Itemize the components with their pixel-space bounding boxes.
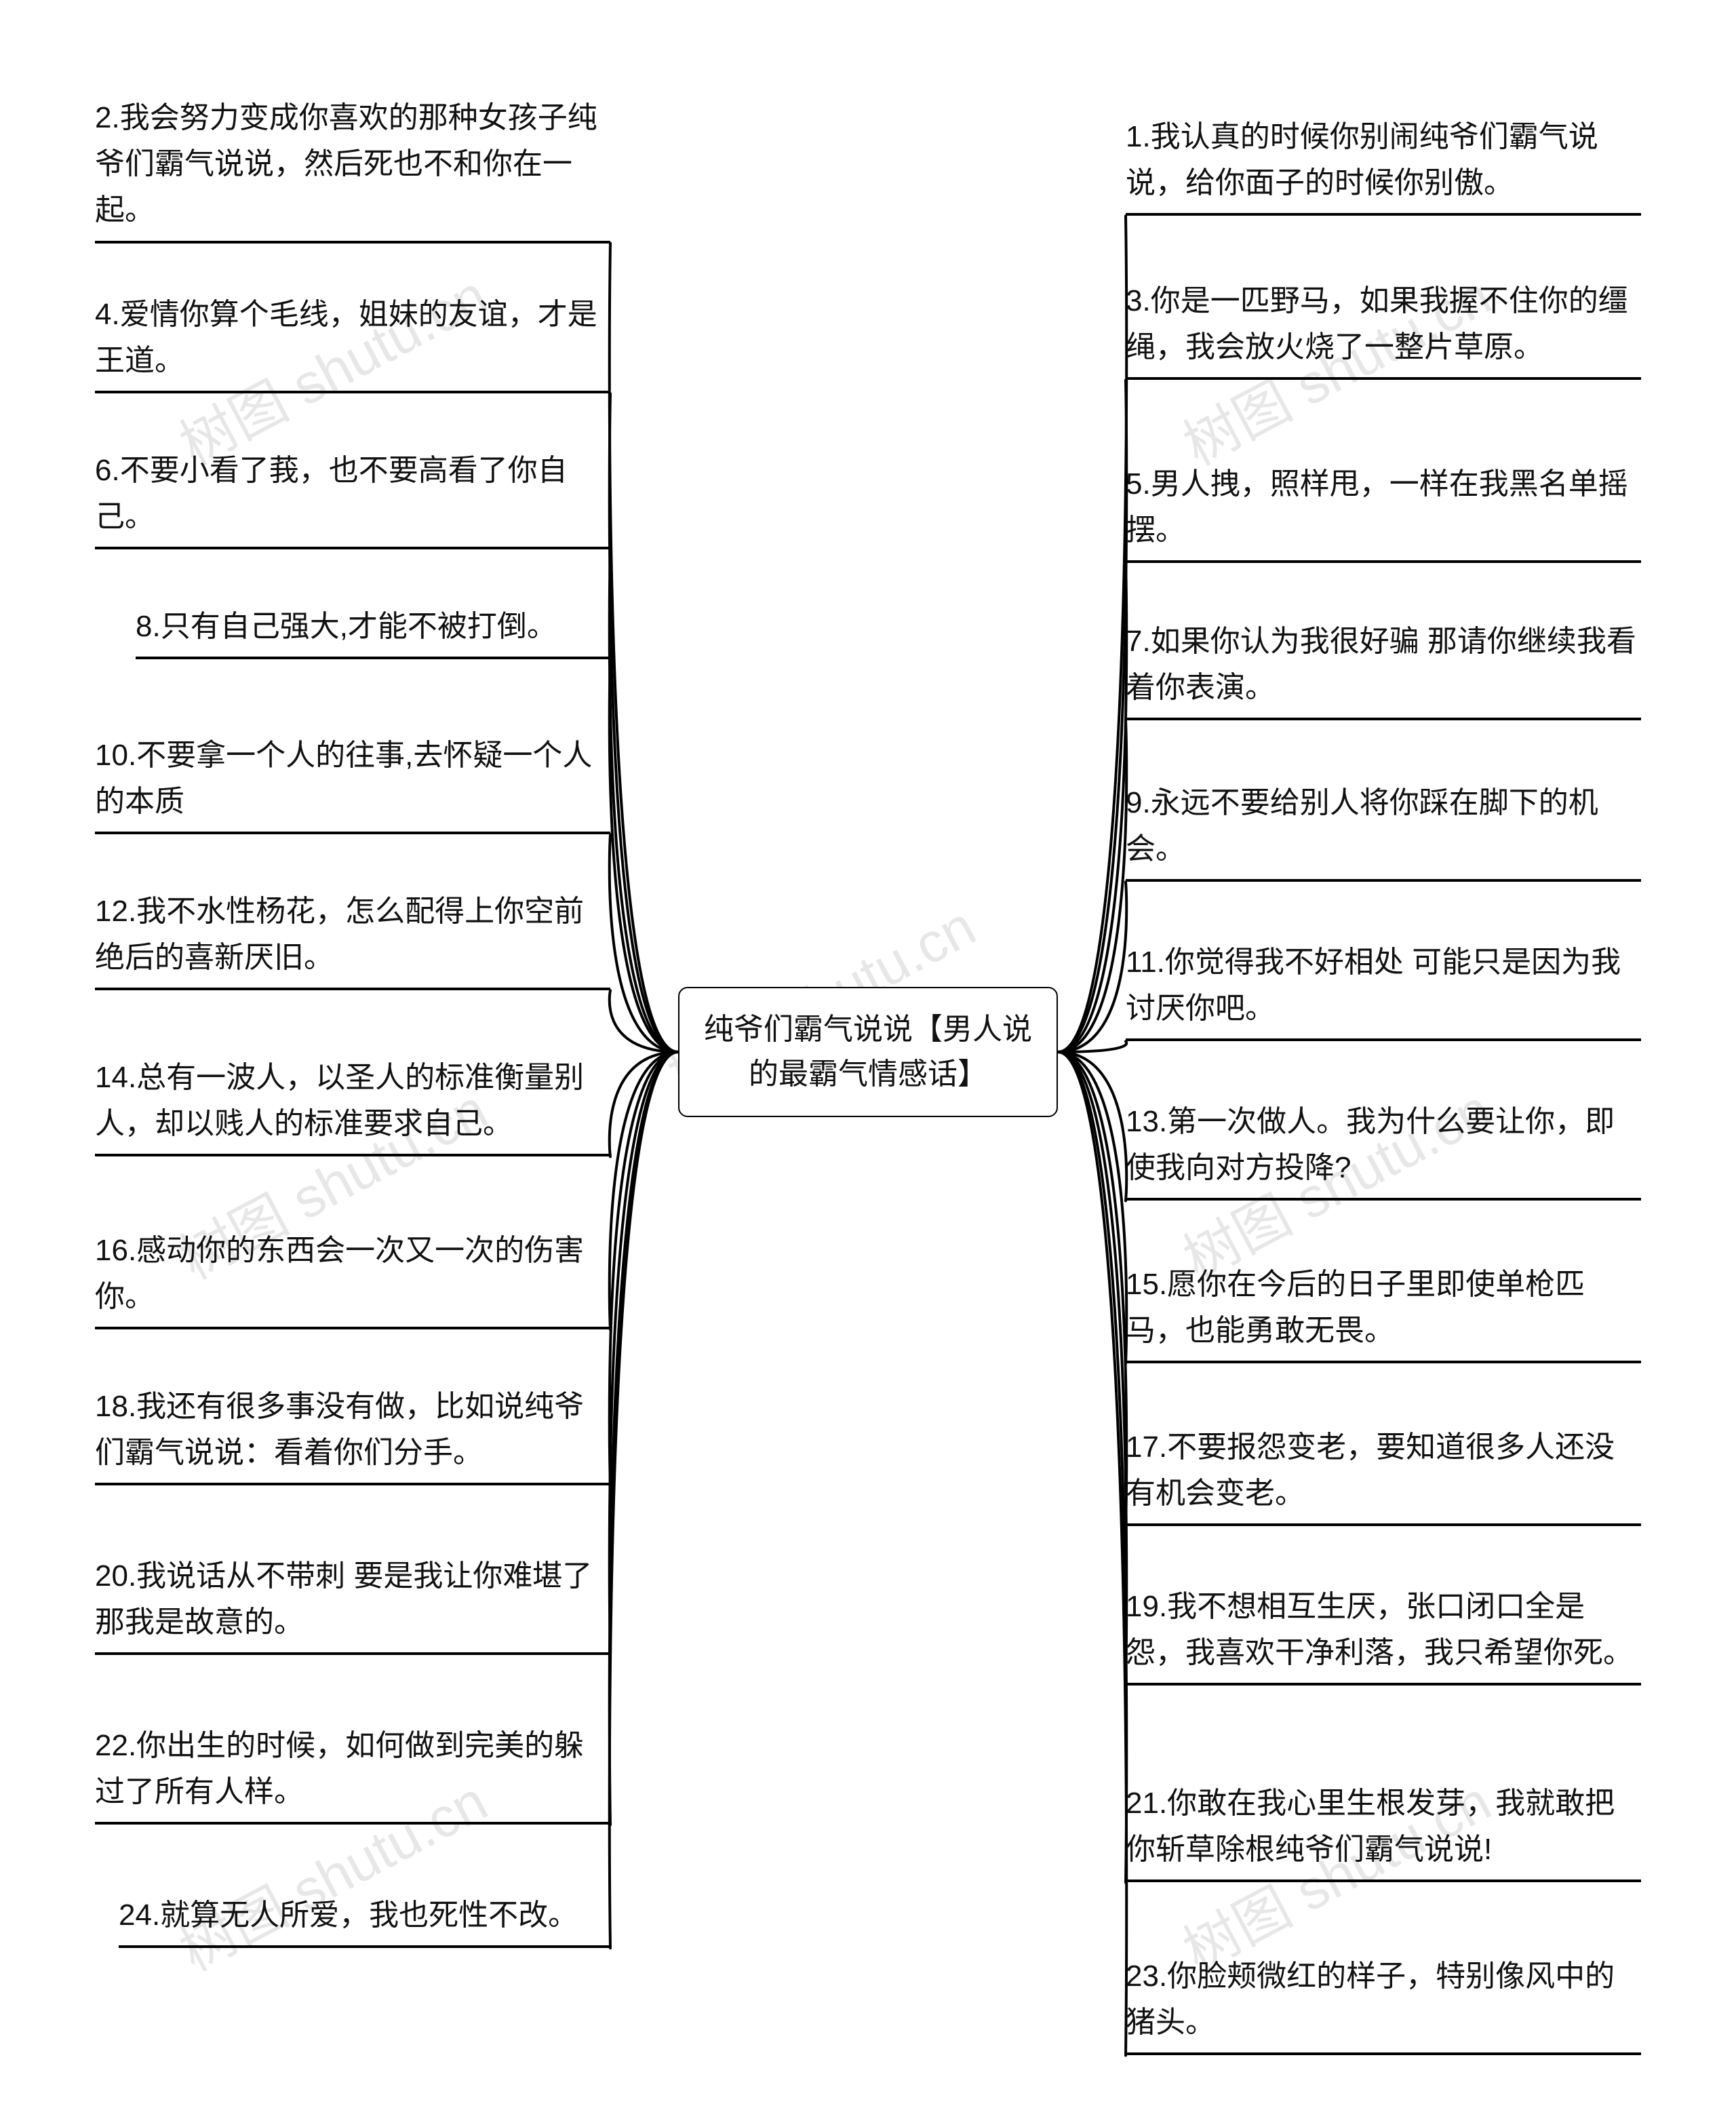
- right-branch-6: 13.第一次做人。我为什么要让你，即使我向对方投降?: [1126, 1099, 1641, 1201]
- right-branch-10: 21.你敢在我心里生根发芽，我就敢把你斩草除根纯爷们霸气说说!: [1126, 1780, 1641, 1882]
- left-branch-0: 2.我会努力变成你喜欢的那种女孩子纯爷们霸气说说，然后死也不和你在一起。: [95, 95, 610, 243]
- left-branch-1: 4.爱情你算个毛线，姐妹的友谊，才是王道。: [95, 292, 610, 393]
- right-branch-8: 17.不要报怨变老，要知道很多人还没有机会变老。: [1126, 1424, 1641, 1526]
- center-topic: 纯爷们霸气说说【男人说的最霸气情感话】: [678, 987, 1058, 1117]
- right-branch-1: 3.你是一匹野马，如果我握不住你的缰绳，我会放火烧了一整片草原。: [1126, 278, 1641, 380]
- mindmap-canvas: 树图 shutu.cn树图 shutu.cn树图 shutu.cn树图 shut…: [0, 0, 1736, 2104]
- right-branch-7: 15.愿你在今后的日子里即使单枪匹马，也能勇敢无畏。: [1126, 1262, 1641, 1363]
- left-branch-2: 6.不要小看了莪，也不要高看了你自己。: [95, 448, 610, 549]
- left-branch-4: 10.不要拿一个人的往事,去怀疑一个人的本质: [95, 733, 610, 834]
- left-branch-11: 24.就算无人所爱，我也死性不改。: [119, 1892, 610, 1948]
- right-branch-9: 19.我不想相互生厌，张口闭口全是怨，我喜欢干净利落，我只希望你死。: [1126, 1584, 1641, 1686]
- left-branch-7: 16.感动你的东西会一次又一次的伤害你。: [95, 1228, 610, 1329]
- left-branch-6: 14.总有一波人，以圣人的标准衡量别人，却以贱人的标准要求自己。: [95, 1055, 610, 1156]
- right-branch-11: 23.你脸颊微红的样子，特别像风中的猪头。: [1126, 1953, 1641, 2055]
- right-branch-0: 1.我认真的时候你别闹纯爷们霸气说说，给你面子的时候你别傲。: [1126, 114, 1641, 216]
- left-branch-5: 12.我不水性杨花，怎么配得上你空前绝后的喜新厌旧。: [95, 889, 610, 990]
- left-branch-10: 22.你出生的时候，如何做到完美的躲过了所有人样。: [95, 1723, 610, 1825]
- left-branch-9: 20.我说话从不带刺 要是我让你难堪了 那我是故意的。: [95, 1553, 610, 1655]
- right-branch-4: 9.永远不要给别人将你踩在脚下的机会。: [1126, 780, 1641, 882]
- right-branch-3: 7.如果你认为我很好骗 那请你继续我看着你表演。: [1126, 619, 1641, 720]
- right-branch-2: 5.男人拽，照样甩，一样在我黑名单摇摆。: [1126, 461, 1641, 563]
- right-branch-5: 11.你觉得我不好相处 可能只是因为我讨厌你吧。: [1126, 939, 1641, 1041]
- left-branch-3: 8.只有自己强大,才能不被打倒。: [136, 604, 610, 659]
- left-branch-8: 18.我还有很多事没有做，比如说纯爷们霸气说说：看着你们分手。: [95, 1384, 610, 1485]
